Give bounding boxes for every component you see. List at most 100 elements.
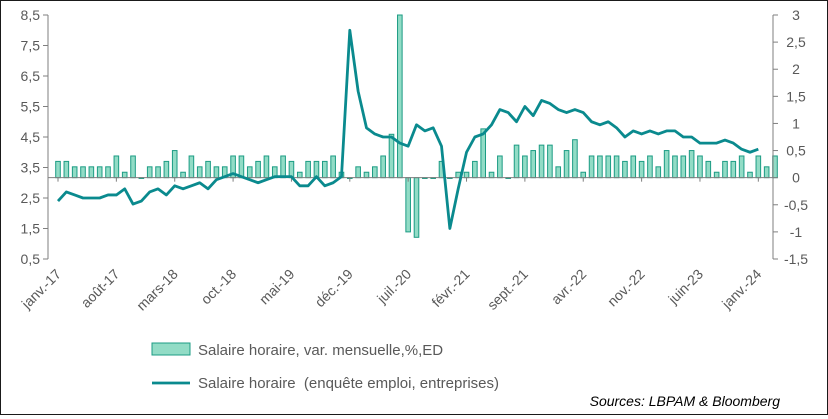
bar [55, 160, 61, 179]
x-tick-label: août-17 [78, 266, 123, 311]
bar [255, 160, 261, 179]
bar [538, 144, 545, 179]
bar [588, 155, 595, 179]
left-tick-label: 5,5 [21, 99, 41, 115]
left-tick-label: 4,5 [21, 129, 41, 145]
bar [121, 171, 128, 179]
bar [705, 160, 712, 179]
legend-line-label: Salaire horaire (enquête emploi, entrepr… [198, 375, 499, 392]
bar [113, 155, 120, 179]
bar [130, 155, 136, 179]
bar [722, 160, 728, 179]
left-tick-label: 3,5 [21, 160, 41, 176]
bar [397, 14, 403, 179]
right-tick-label: -0,5 [784, 197, 808, 213]
bar [463, 171, 470, 179]
bar [180, 171, 186, 179]
bar [163, 160, 170, 179]
x-tick-label: janv.-24 [718, 266, 765, 313]
bar [672, 155, 678, 179]
bar [663, 150, 670, 179]
bar [355, 166, 361, 179]
bar [597, 155, 603, 179]
bar [288, 160, 295, 179]
right-axis-ticks: -1,5 -1 -0,5 0 0,5 1 1,5 2 2,5 3 [773, 7, 808, 267]
bar [688, 150, 695, 179]
bar [380, 155, 386, 179]
bar [205, 160, 211, 179]
right-tick-label: -1 [790, 224, 803, 240]
bar [146, 166, 153, 179]
bar [313, 160, 320, 179]
bar [713, 171, 720, 179]
legend: Salaire horaire, var. mensuelle,%,ED Sal… [151, 342, 499, 392]
left-tick-label: 1,5 [21, 221, 41, 237]
bar [372, 166, 378, 179]
x-tick-label: avr.-22 [548, 266, 590, 308]
bar [655, 166, 662, 179]
bar [513, 144, 520, 179]
bar [96, 166, 103, 179]
bar [305, 160, 311, 179]
line-series [56, 28, 759, 230]
bar [388, 133, 395, 179]
bar [680, 155, 687, 179]
bar [296, 171, 303, 179]
bar [321, 160, 328, 179]
bar [638, 160, 645, 179]
left-tick-label: 6,5 [21, 68, 41, 84]
left-tick-label: 0,5 [21, 251, 41, 267]
x-tick-label: juin-23 [664, 266, 706, 308]
right-tick-label: 1 [792, 115, 800, 131]
bar [572, 139, 578, 179]
bar [71, 166, 78, 179]
bar [563, 150, 570, 179]
bar [647, 155, 653, 179]
bar [763, 166, 770, 179]
bar [63, 160, 70, 179]
bar [405, 177, 411, 233]
right-tick-label: 1,5 [786, 88, 806, 104]
bar [522, 155, 528, 179]
bar [280, 155, 286, 179]
legend-bar-label: Salaire horaire, var. mensuelle,%,ED [198, 342, 443, 359]
bar [605, 155, 612, 179]
x-tick-label: janv.-17 [18, 266, 65, 313]
x-tick-label: févr.-21 [428, 266, 472, 310]
bar [747, 171, 753, 179]
bar [730, 160, 737, 179]
right-tick-label: 2,5 [786, 34, 806, 50]
bar [330, 155, 336, 179]
bar [188, 155, 195, 179]
source-note: Sources: LBPAM & Bloomberg [590, 393, 781, 409]
right-tick-label: 0,5 [786, 143, 806, 159]
x-tick-label: mars-18 [133, 266, 181, 314]
bar [480, 128, 486, 179]
bar [196, 166, 203, 179]
left-tick-label: 7,5 [21, 38, 41, 54]
bar [580, 171, 587, 179]
bar [613, 155, 620, 179]
bar [80, 166, 86, 179]
bar [488, 171, 495, 179]
bar [630, 155, 637, 179]
bar [413, 177, 420, 238]
bar [555, 166, 562, 179]
bar [363, 171, 370, 179]
bar [246, 166, 253, 179]
right-tick-label: 2 [792, 61, 800, 77]
bar [697, 155, 703, 179]
bar [263, 155, 270, 179]
bar [88, 166, 95, 179]
x-tick-label: juil.-20 [373, 266, 414, 307]
x-tick-label: nov.-22 [604, 266, 648, 310]
right-tick-label: -1,5 [784, 251, 808, 267]
x-tick-label: oct.-18 [198, 266, 240, 308]
left-tick-label: 2,5 [21, 190, 41, 206]
legend-bar-swatch [151, 342, 191, 356]
bar [171, 150, 178, 179]
x-tick-label: déc.-19 [312, 266, 356, 310]
bar [238, 155, 245, 179]
